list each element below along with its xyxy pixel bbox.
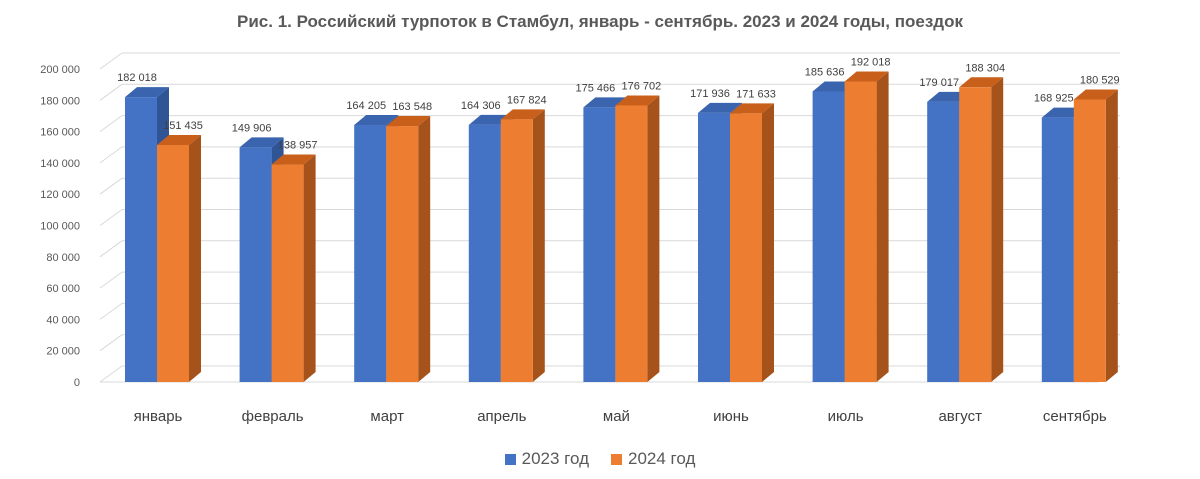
bar-side-2024 <box>189 135 201 382</box>
bar-top-2024 <box>959 77 1004 88</box>
bar-side-2024 <box>532 109 545 382</box>
x-tick-label: сентябрь <box>1043 408 1107 425</box>
bar-2024 <box>959 87 992 383</box>
bar-top-2024 <box>157 135 201 146</box>
bar-top-2023 <box>239 137 284 148</box>
bar-top-2023 <box>698 102 742 113</box>
bar-top-2024 <box>1073 89 1118 100</box>
x-tick-label: январь <box>134 408 183 425</box>
bar-top-2024 <box>271 154 316 165</box>
bar-2023 <box>927 101 960 383</box>
data-label: 180 529 <box>1080 74 1120 86</box>
data-label: 185 636 <box>805 66 845 78</box>
data-label: 171 633 <box>736 88 776 100</box>
gridline-side <box>99 52 123 70</box>
data-label: 164 306 <box>461 100 501 112</box>
bar-2023 <box>239 147 272 382</box>
y-tick-label: 180 000 <box>40 95 80 107</box>
legend: 2023 год 2024 год <box>0 449 1200 469</box>
data-label: 164 205 <box>346 100 386 112</box>
bar-top-2024 <box>730 103 774 114</box>
x-tick-label: февраль <box>242 408 304 425</box>
bar-side-2024 <box>647 95 660 383</box>
bar-2023 <box>1041 117 1074 382</box>
bar-2024 <box>1073 99 1106 383</box>
bar-2024 <box>730 113 762 383</box>
legend-swatch-2023 <box>504 453 516 465</box>
bar-top-2024 <box>386 116 431 127</box>
y-tick-label: 20 000 <box>46 346 80 358</box>
data-label: 163 548 <box>392 101 432 113</box>
bar-2024 <box>615 105 648 383</box>
bar-side-2024 <box>418 116 431 383</box>
bar-2023 <box>812 91 845 382</box>
x-tick-label: июль <box>828 408 864 425</box>
bar-top-2023 <box>125 87 169 98</box>
bar-2023 <box>583 107 616 382</box>
bar-top-2024 <box>844 71 889 82</box>
data-label: 168 925 <box>1034 93 1074 105</box>
bar-side-2024 <box>991 77 1004 383</box>
bar-2023 <box>125 97 157 382</box>
bar-side-2024 <box>303 154 316 382</box>
y-tick-label: 0 <box>74 377 80 389</box>
x-tick-label: май <box>603 408 630 425</box>
gridline-side <box>99 334 123 352</box>
bar-side-2024 <box>876 71 889 383</box>
legend-label-2023: 2023 год <box>521 449 589 468</box>
y-tick-label: 100 000 <box>40 221 80 233</box>
x-tick-label: апрель <box>477 408 526 425</box>
data-label: 182 018 <box>117 72 157 84</box>
gridline-side <box>99 177 123 195</box>
gridline-side <box>99 271 123 289</box>
y-tick-label: 120 000 <box>40 189 80 201</box>
bar-2023 <box>354 125 387 383</box>
gridline-side <box>99 209 123 226</box>
y-tick-label: 40 000 <box>46 314 80 326</box>
chart-title: Рис. 1. Российский турпоток в Стамбул, я… <box>237 12 963 31</box>
bar-top-2024 <box>615 95 660 106</box>
bar-top-2023 <box>354 115 399 126</box>
bar-2023 <box>468 124 501 382</box>
bar-2024 <box>500 119 533 382</box>
data-label: 171 936 <box>690 88 730 100</box>
data-label: 149 906 <box>232 122 272 134</box>
data-label: 167 824 <box>507 94 547 106</box>
gridline-side <box>99 83 123 101</box>
y-tick-label: 140 000 <box>40 158 80 170</box>
gridline-side <box>99 146 123 164</box>
legend-item-2023: 2023 год <box>504 449 589 469</box>
gridline-side <box>99 302 123 320</box>
legend-item-2024: 2024 год <box>611 449 695 469</box>
y-tick-label: 160 000 <box>40 127 80 139</box>
bar-side-2024 <box>762 103 774 383</box>
data-label: 188 304 <box>965 62 1005 74</box>
data-label: 138 957 <box>278 140 318 152</box>
y-tick-label: 60 000 <box>46 283 80 295</box>
data-label: 192 018 <box>851 56 891 68</box>
bar-side-2024 <box>1105 89 1118 383</box>
legend-label-2024: 2024 год <box>628 449 696 468</box>
data-label: 179 017 <box>919 77 959 89</box>
bar-2024 <box>157 145 189 382</box>
y-tick-label: 200 000 <box>40 64 80 76</box>
x-tick-label: март <box>370 408 404 425</box>
data-label: 175 466 <box>576 82 616 94</box>
gridline-side <box>99 115 123 133</box>
bar-2024 <box>844 81 877 383</box>
gridline-side <box>99 365 123 383</box>
bar-2024 <box>386 126 419 382</box>
legend-swatch-2024 <box>611 453 622 465</box>
bar-top-2024 <box>500 109 545 120</box>
x-tick-label: август <box>938 408 982 425</box>
y-tick-label: 80 000 <box>46 252 80 264</box>
bar-2023 <box>698 112 730 382</box>
x-tick-label: июнь <box>713 408 749 425</box>
data-label: 176 702 <box>622 80 662 92</box>
data-label: 151 435 <box>163 120 203 132</box>
bar-2024 <box>271 164 304 382</box>
gridline-side <box>99 240 123 258</box>
